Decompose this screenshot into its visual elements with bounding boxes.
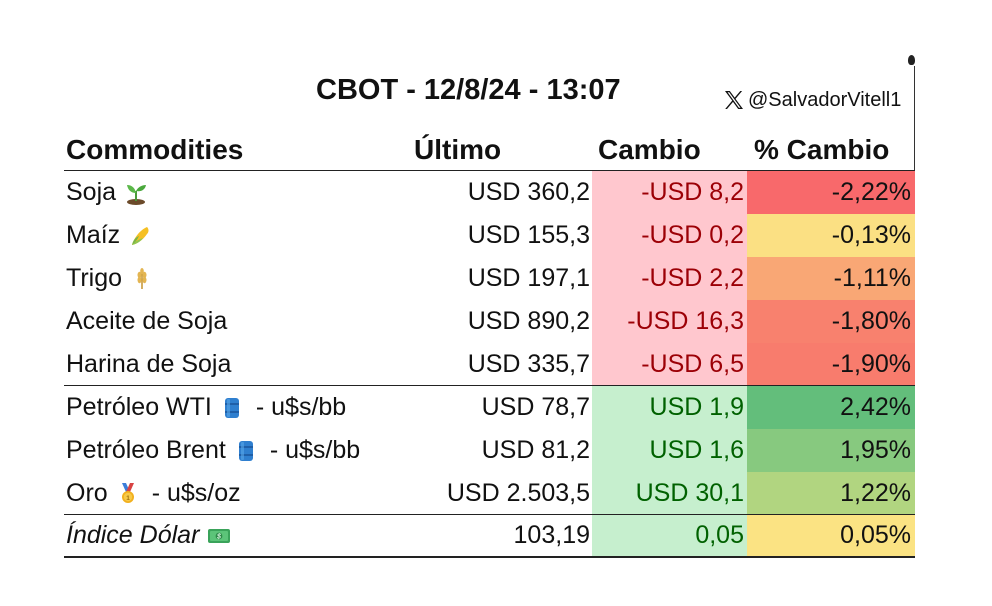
gold-medal-icon <box>116 481 140 505</box>
table-row: Índice Dólar 103,19 0,05 0,05% <box>64 515 915 558</box>
table-row: Soja USD 360,2 -USD 8,2 -2,22% <box>64 171 915 214</box>
x-logo-icon <box>725 91 743 109</box>
commodity-name: Petróleo Brent <box>66 436 226 464</box>
header-ultimo: Último <box>414 134 502 165</box>
table-body: Soja USD 360,2 -USD 8,2 -2,22% Maíz USD 155,3… <box>64 171 915 558</box>
commodity-name-cell: Trigo <box>66 257 446 300</box>
commodity-name-cell: Maíz <box>66 214 446 257</box>
commodity-name: Trigo <box>66 264 123 292</box>
ultimo-value: 103,19 <box>513 521 590 549</box>
header-cambio: Cambio <box>598 134 701 165</box>
cambio-value: USD 1,6 <box>592 429 747 472</box>
cambio-value: -USD 8,2 <box>592 171 747 214</box>
wheat-icon <box>130 267 154 291</box>
table-header: Commodities Último Cambio % Cambio <box>64 128 915 171</box>
cambio-value: -USD 6,5 <box>592 343 747 385</box>
ultimo-value: USD 360,2 <box>467 178 590 206</box>
unit-suffix: - u$s/bb <box>255 393 347 421</box>
pct-cambio-value: 1,22% <box>747 472 915 514</box>
commodity-name-cell: Petróleo Brent - u$s/bb <box>66 429 446 472</box>
ultimo-value: USD 2.503,5 <box>446 478 590 507</box>
oil-barrel-icon <box>234 439 258 463</box>
commodity-name-cell: Índice Dólar <box>66 515 446 556</box>
table-row: Harina de Soja USD 335,7 -USD 6,5 -1,90% <box>64 343 915 386</box>
ultimo-value: USD 197,1 <box>467 264 590 292</box>
commodity-name-cell: Aceite de Soja <box>66 300 446 343</box>
cambio-value: 0,05 <box>592 515 747 556</box>
commodity-name: Maíz <box>66 221 121 249</box>
pct-cambio-value: -1,11% <box>747 257 915 300</box>
unit-suffix: - u$s/bb <box>269 436 361 464</box>
cambio-value: USD 1,9 <box>592 386 747 429</box>
corner-dot <box>908 55 915 65</box>
commodity-name: Soja <box>66 178 117 206</box>
commodity-name-cell: Soja <box>66 171 446 214</box>
table-row: Petróleo WTI - u$s/bb USD 78,7 USD 1,9 2,42% <box>64 386 915 429</box>
seedling-icon <box>124 181 148 205</box>
pct-cambio-value: 1,95% <box>747 429 915 472</box>
commodity-name: Oro <box>66 478 108 507</box>
pct-cambio-value: -1,90% <box>747 343 915 385</box>
ultimo-value: USD 78,7 <box>481 393 590 421</box>
ultimo-value: USD 890,2 <box>467 307 590 335</box>
cambio-value: USD 30,1 <box>592 472 747 514</box>
dollar-banknote-icon <box>207 524 231 548</box>
commodities-table: Commodities Último Cambio % Cambio Soja U… <box>64 128 915 558</box>
commodity-name-cell: Harina de Soja <box>66 343 446 385</box>
header-pct-cambio: % Cambio <box>754 134 890 165</box>
oil-barrel-icon <box>220 396 244 420</box>
ultimo-value: USD 335,7 <box>467 349 590 378</box>
ultimo-value: USD 155,3 <box>467 221 590 249</box>
divider-line <box>914 66 915 170</box>
pct-cambio-value: 2,42% <box>747 386 915 429</box>
commodity-name-cell: Petróleo WTI - u$s/bb <box>66 386 446 429</box>
pct-cambio-value: -1,80% <box>747 300 915 343</box>
cambio-value: -USD 2,2 <box>592 257 747 300</box>
commodity-name-cell: Oro - u$s/oz <box>66 472 446 514</box>
table-row: Maíz USD 155,3 -USD 0,2 -0,13% <box>64 214 915 257</box>
cambio-value: -USD 16,3 <box>592 300 747 343</box>
table-row: Petróleo Brent - u$s/bb USD 81,2 USD 1,6 1,9… <box>64 429 915 472</box>
commodity-name: Aceite de Soja <box>66 307 228 335</box>
commodity-name: Índice Dólar <box>66 521 200 549</box>
table-row: Trigo USD 197,1 -USD 2,2 -1,11% <box>64 257 915 300</box>
pct-cambio-value: -2,22% <box>747 171 915 214</box>
page-title: CBOT - 12/8/24 - 13:07 <box>316 74 621 106</box>
unit-suffix: - u$s/oz <box>151 478 241 507</box>
author-handle[interactable]: @SalvadorVitell1 <box>722 88 901 112</box>
table-row: Oro - u$s/oz USD 2.503,5 USD 30,1 1,22% <box>64 472 915 515</box>
commodity-name: Petróleo WTI <box>66 393 212 421</box>
corn-icon <box>128 224 152 248</box>
header-commodities: Commodities <box>66 134 244 165</box>
ultimo-value: USD 81,2 <box>481 436 590 464</box>
pct-cambio-value: 0,05% <box>747 515 915 556</box>
commodity-name: Harina de Soja <box>66 349 232 378</box>
cambio-value: -USD 0,2 <box>592 214 747 257</box>
table-row: Aceite de Soja USD 890,2 -USD 16,3 -1,80% <box>64 300 915 343</box>
handle-text: @SalvadorVitell1 <box>748 88 902 111</box>
pct-cambio-value: -0,13% <box>747 214 915 257</box>
